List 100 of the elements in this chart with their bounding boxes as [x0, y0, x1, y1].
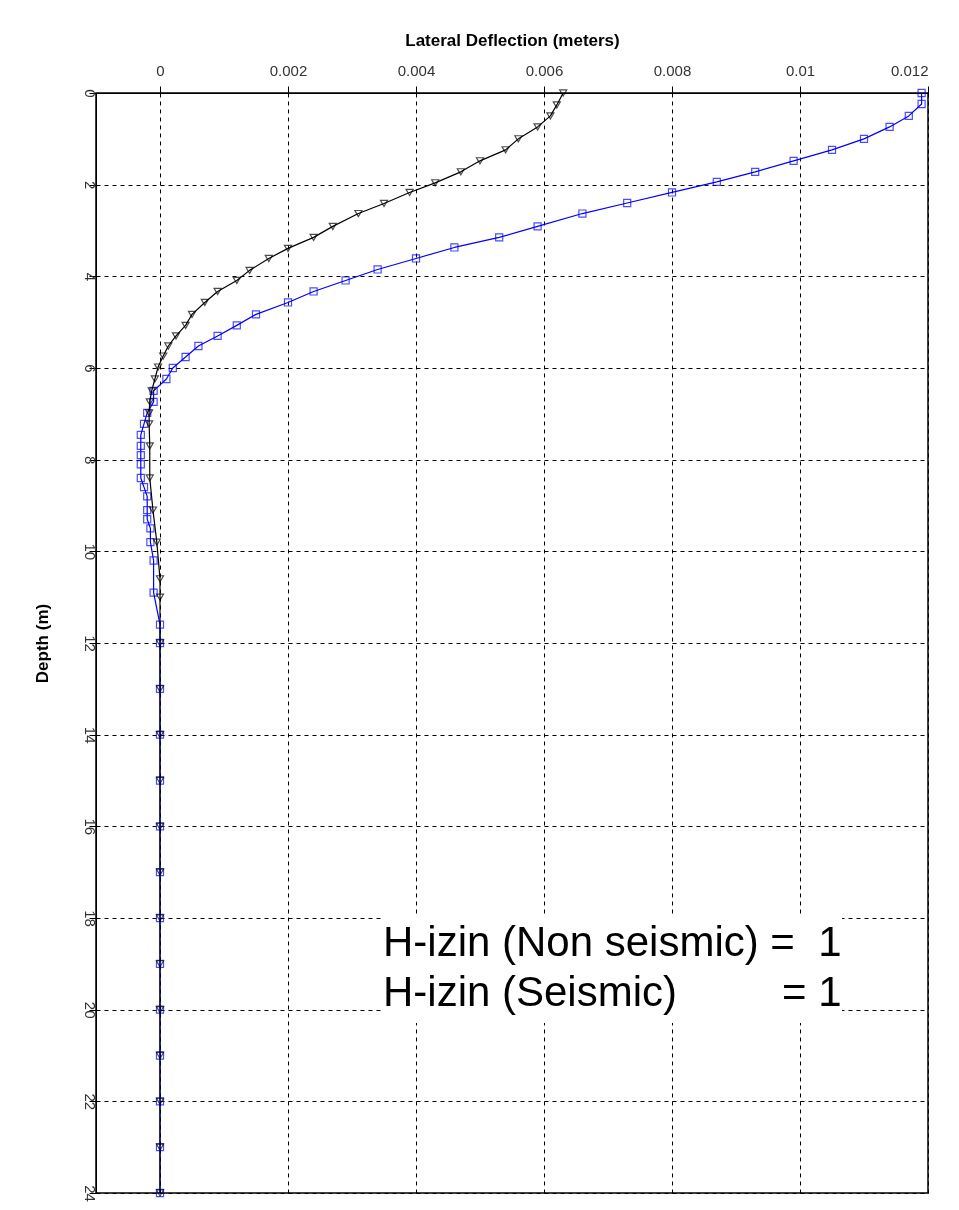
point	[164, 342, 173, 350]
point	[136, 441, 145, 451]
point	[155, 575, 165, 583]
point	[283, 244, 293, 253]
point	[200, 298, 209, 307]
point	[146, 524, 155, 533]
point	[354, 209, 363, 218]
point	[245, 266, 254, 275]
point	[552, 101, 561, 109]
y-tick-label: 2	[81, 180, 99, 190]
point	[152, 538, 161, 546]
x-tick-label: 0.01	[785, 61, 816, 79]
point	[379, 199, 389, 208]
y-tick-label: 20	[81, 1001, 99, 1019]
point	[789, 156, 798, 165]
point	[546, 112, 555, 120]
point	[145, 474, 154, 482]
point	[150, 375, 160, 383]
x-axis-title: Lateral Deflection (meters)	[405, 30, 620, 50]
point	[712, 177, 721, 187]
point	[145, 398, 154, 406]
point	[559, 89, 568, 97]
point	[514, 135, 523, 143]
y-axis-title: Depth (m)	[32, 603, 52, 684]
point	[143, 505, 152, 515]
point	[153, 363, 163, 371]
y-tick-label: 10	[81, 543, 99, 561]
point	[623, 198, 632, 208]
point	[155, 593, 165, 601]
point	[450, 243, 459, 252]
point	[143, 515, 152, 524]
point	[136, 450, 145, 460]
point	[181, 352, 190, 362]
point	[917, 99, 926, 109]
point	[194, 341, 203, 351]
y-tick-label: 14	[81, 726, 99, 744]
point	[232, 276, 241, 285]
point	[232, 321, 241, 330]
y-tick-label: 24	[81, 1185, 99, 1202]
point	[405, 188, 414, 197]
annotation: H-izin (Seismic) = 1	[383, 967, 842, 1017]
y-tick-label: 12	[81, 635, 99, 652]
point	[171, 332, 181, 340]
y-tick-label: 22	[81, 1093, 99, 1111]
y-tick-label: 4	[81, 272, 99, 282]
point	[501, 146, 510, 154]
point	[181, 321, 190, 330]
y-tick-label: 16	[81, 818, 99, 836]
point	[431, 179, 440, 187]
point	[309, 233, 318, 242]
point	[456, 168, 465, 176]
point	[139, 419, 149, 429]
point	[251, 310, 261, 319]
y-tick-label: 0	[81, 89, 99, 98]
point	[148, 506, 158, 514]
point	[155, 620, 165, 629]
point	[904, 111, 913, 121]
x-tick-label: 0	[156, 61, 165, 79]
point	[139, 483, 149, 492]
x-tick-label: 0.002	[269, 61, 308, 79]
point	[885, 122, 894, 132]
point	[533, 123, 542, 131]
point	[475, 157, 485, 165]
point	[162, 374, 171, 384]
point	[411, 254, 421, 263]
point	[213, 287, 222, 296]
point	[328, 222, 337, 231]
x-tick-label: 0.004	[397, 61, 436, 79]
point	[578, 209, 587, 218]
point	[136, 473, 145, 483]
point	[144, 420, 154, 428]
point	[187, 310, 197, 319]
point	[159, 352, 168, 360]
point	[145, 442, 154, 450]
point	[859, 134, 869, 143]
x-tick-label: 0.006	[525, 61, 564, 79]
point	[146, 538, 155, 547]
point	[168, 363, 177, 373]
point	[751, 167, 760, 176]
point	[136, 460, 145, 469]
point	[264, 254, 273, 263]
point	[283, 298, 293, 307]
point	[667, 188, 677, 197]
x-tick-label: 0.008	[653, 61, 692, 79]
point	[149, 556, 158, 565]
point	[149, 588, 158, 597]
y-tick-label: 18	[81, 910, 99, 927]
point	[213, 331, 222, 341]
x-tick-label: 0.012	[890, 61, 929, 79]
y-tick-label: 6	[81, 364, 99, 373]
point	[533, 222, 542, 231]
point	[827, 145, 837, 154]
point	[143, 492, 152, 501]
point	[341, 276, 350, 285]
point	[309, 287, 318, 296]
point	[136, 430, 145, 440]
y-tick-label: 8	[81, 455, 99, 465]
point	[495, 233, 504, 242]
point	[373, 265, 382, 274]
annotation: H-izin (Non seismic) = 1	[383, 917, 842, 967]
